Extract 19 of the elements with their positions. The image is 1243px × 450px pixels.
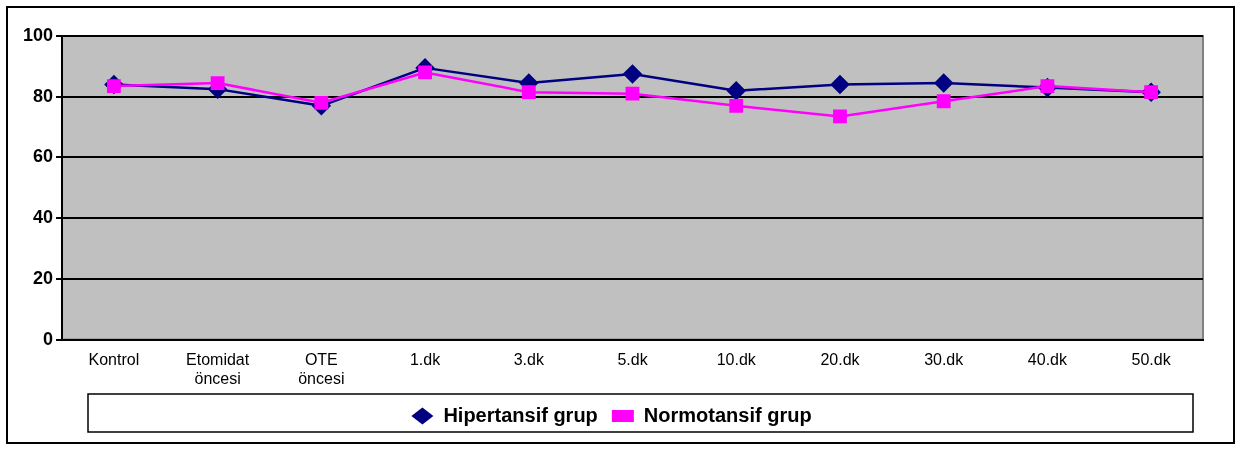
x-tick-label: 1.dk [409, 350, 442, 368]
y-tick-label: 80 [33, 85, 54, 106]
legend-label: Normotansif grup [643, 403, 812, 426]
x-tick-label: Kontrol [88, 350, 140, 368]
x-tick-label: 50.dk [1131, 350, 1172, 368]
x-tick-label: 10.dk [716, 350, 757, 368]
x-tick-label: OTE öncesi [298, 350, 345, 387]
y-tick-label: 0 [43, 328, 54, 349]
y-tick-label: 60 [33, 146, 54, 167]
x-tick-label: Etomidat öncesi [186, 350, 250, 387]
x-tick-label: 30.dk [924, 350, 965, 368]
x-tick-label: 40.dk [1027, 350, 1068, 368]
legend-label: Hipertansif grup [443, 403, 598, 426]
x-tick-label: 3.dk [513, 350, 545, 368]
x-tick-label: 5.dk [617, 350, 649, 368]
y-tick-label: 40 [33, 207, 54, 228]
y-tick-label: 100 [22, 24, 54, 45]
y-tick-label: 20 [33, 267, 54, 288]
x-tick-label: 20.dk [820, 350, 861, 368]
